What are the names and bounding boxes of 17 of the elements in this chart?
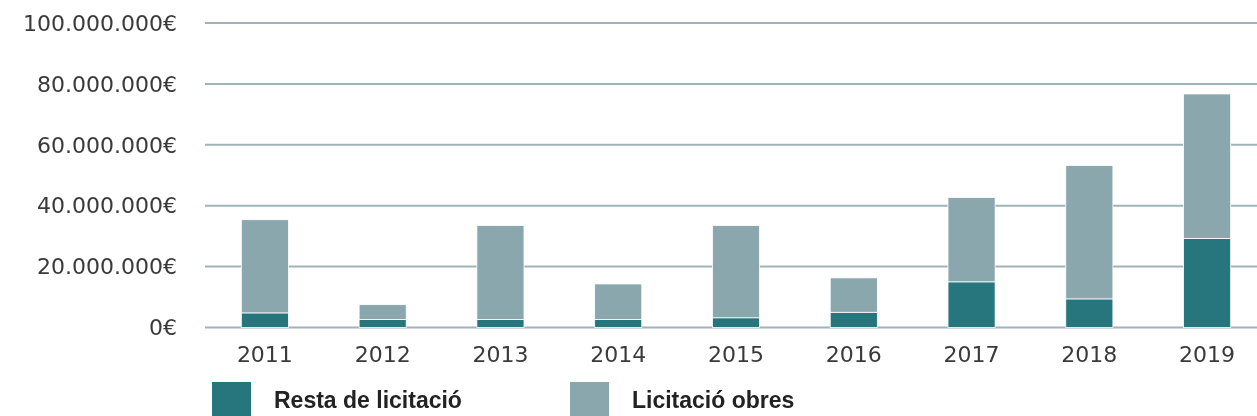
y-tick-label: 100.000.000€ [23, 10, 177, 36]
legend-label: Licitació obres [632, 387, 795, 413]
x-tick-label: 2012 [354, 341, 411, 367]
x-tick-label: 2011 [236, 341, 293, 367]
y-tick-label: 20.000.000€ [37, 254, 177, 280]
legend-label: Resta de licitació [274, 387, 462, 413]
x-tick-label: 2017 [943, 341, 1000, 367]
x-tick-label: 2013 [472, 341, 529, 367]
x-tick-label: 2019 [1179, 341, 1236, 367]
x-tick-label: 2015 [708, 341, 764, 367]
y-tick-label: 80.000.000€ [37, 71, 177, 97]
x-tick-label: 2018 [1061, 341, 1118, 367]
x-tick-label: 2014 [590, 341, 647, 367]
y-tick-label: 40.000.000€ [37, 193, 177, 219]
y-tick-label: 0€ [149, 315, 177, 341]
x-tick-label: 2016 [825, 341, 882, 367]
y-tick-label: 60.000.000€ [37, 132, 177, 158]
